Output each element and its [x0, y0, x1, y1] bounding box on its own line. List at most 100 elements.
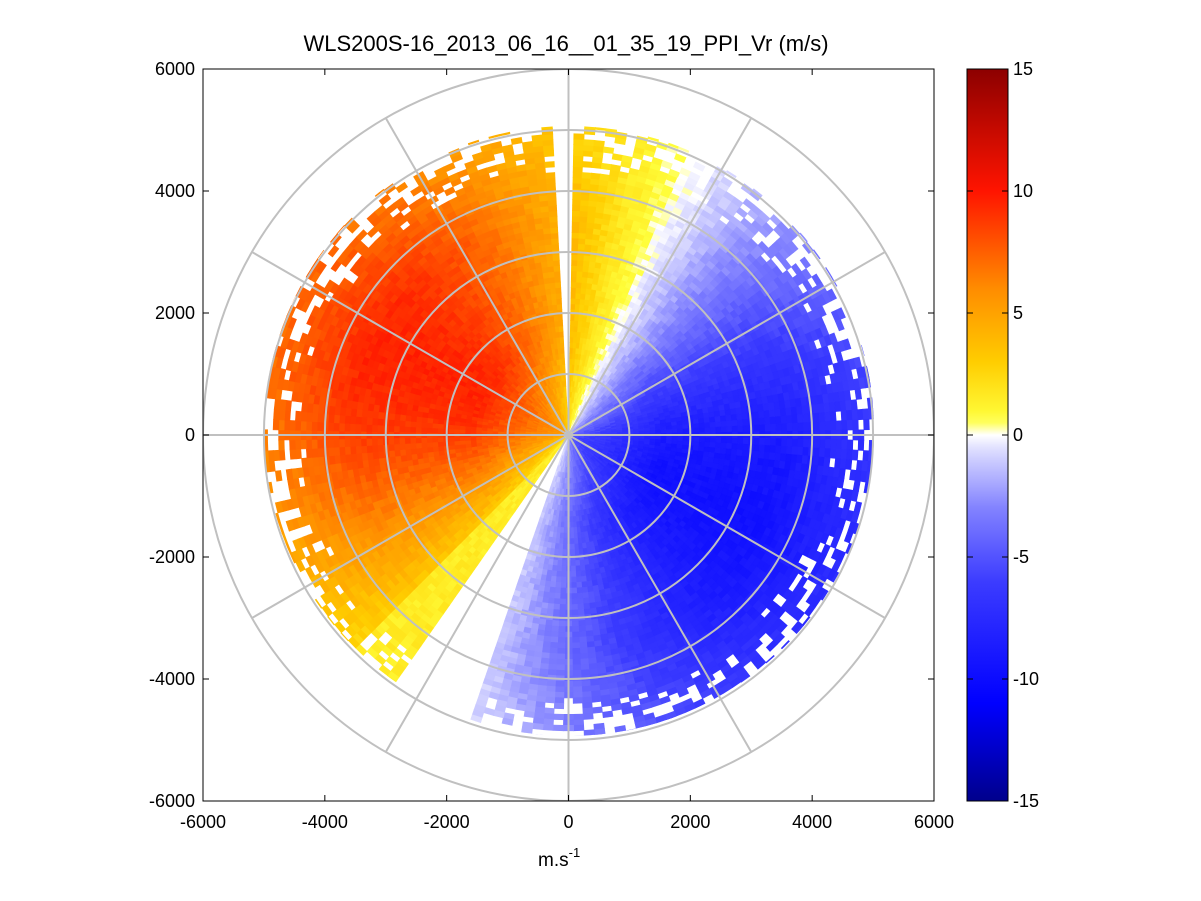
velocity-gate	[786, 422, 793, 432]
velocity-gate	[715, 442, 722, 449]
velocity-gate	[768, 409, 776, 418]
velocity-gate	[802, 422, 810, 432]
velocity-gate	[579, 564, 586, 572]
velocity-gate	[543, 712, 555, 720]
velocity-gate	[736, 419, 744, 427]
velocity-gate	[576, 598, 584, 605]
velocity-gate	[544, 624, 553, 632]
velocity-gate	[693, 427, 700, 434]
velocity-gate	[581, 183, 591, 190]
velocity-gate	[573, 724, 585, 732]
velocity-gate	[602, 146, 615, 154]
velocity-gate	[846, 419, 854, 431]
velocity-gate	[554, 587, 561, 594]
velocity-gate	[555, 570, 562, 578]
velocity-gate	[671, 425, 678, 430]
velocity-gate	[572, 669, 582, 677]
velocity-gate	[559, 598, 566, 605]
velocity-gate	[577, 259, 585, 267]
velocity-gate	[581, 586, 589, 594]
velocity-gate	[577, 603, 585, 611]
velocity-gate	[570, 281, 577, 288]
velocity-gate	[582, 150, 594, 158]
velocity-gate	[786, 415, 793, 424]
velocity-gate	[737, 437, 744, 445]
velocity-gate	[570, 270, 578, 277]
velocity-gate	[786, 438, 793, 448]
velocity-gate	[759, 437, 766, 446]
velocity-gate	[554, 691, 565, 699]
velocity-gate	[857, 408, 864, 421]
velocity-gate	[704, 441, 711, 448]
velocity-gate	[559, 587, 567, 594]
velocity-gate	[770, 438, 777, 447]
velocity-gate	[546, 608, 554, 616]
velocity-gate	[703, 417, 711, 424]
velocity-gate	[758, 417, 766, 426]
velocity-gate	[709, 426, 717, 433]
velocity-gate	[796, 414, 804, 424]
velocity-gate	[572, 193, 582, 201]
velocity-gate	[575, 281, 583, 289]
velocity-gate	[578, 237, 586, 245]
velocity-gate	[576, 265, 584, 272]
velocity-gate	[781, 423, 788, 432]
velocity-gate	[571, 265, 578, 272]
velocity-gate	[554, 686, 565, 693]
velocity-gate	[660, 426, 667, 431]
velocity-gate	[579, 215, 588, 223]
velocity-gate	[545, 685, 556, 693]
velocity-gate	[569, 505, 573, 512]
velocity-gate	[715, 426, 722, 433]
velocity-gate	[579, 221, 588, 229]
velocity-gate	[572, 691, 583, 699]
velocity-gate	[702, 412, 710, 419]
velocity-gate	[550, 636, 559, 644]
velocity-gate	[829, 448, 837, 459]
velocity-gate	[575, 287, 582, 294]
velocity-gate	[582, 260, 591, 268]
velocity-gate	[571, 237, 580, 245]
velocity-gate	[802, 438, 810, 448]
velocity-gate	[575, 298, 581, 305]
velocity-gate	[671, 428, 678, 434]
velocity-gate	[725, 442, 733, 450]
velocity-gate	[571, 653, 581, 660]
velocity-gate	[573, 138, 585, 146]
velocity-gate	[758, 444, 766, 453]
velocity-gate	[709, 421, 717, 428]
velocity-gate	[846, 449, 853, 461]
velocity-gate	[572, 160, 584, 168]
velocity-gate	[736, 413, 744, 421]
velocity-gate	[555, 576, 562, 583]
velocity-gate	[649, 430, 656, 434]
velocity-gate	[585, 227, 595, 235]
velocity-gate	[610, 164, 622, 172]
velocity-gate	[666, 436, 673, 441]
velocity-gate	[579, 559, 585, 567]
velocity-gate	[573, 532, 578, 539]
velocity-gate	[731, 443, 738, 451]
velocity-gate	[584, 238, 593, 246]
velocity-gate	[682, 424, 689, 430]
velocity-gate	[666, 429, 673, 434]
velocity-gate	[578, 630, 587, 638]
velocity-gate	[704, 422, 711, 429]
velocity-gate	[554, 581, 562, 589]
velocity-gate	[578, 226, 587, 234]
velocity-gate	[796, 446, 804, 456]
velocity-gate	[571, 215, 581, 223]
velocity-gate	[572, 680, 583, 688]
velocity-gate	[576, 270, 584, 278]
velocity-gate	[797, 438, 804, 448]
velocity-gate	[576, 276, 583, 283]
velocity-gate	[570, 582, 577, 589]
velocity-gate	[823, 457, 831, 468]
velocity-gate	[824, 411, 832, 422]
velocity-gate	[577, 243, 586, 251]
velocity-gate	[572, 521, 577, 528]
velocity-gate	[581, 685, 592, 693]
velocity-gate	[644, 430, 651, 435]
velocity-gate	[549, 581, 557, 588]
